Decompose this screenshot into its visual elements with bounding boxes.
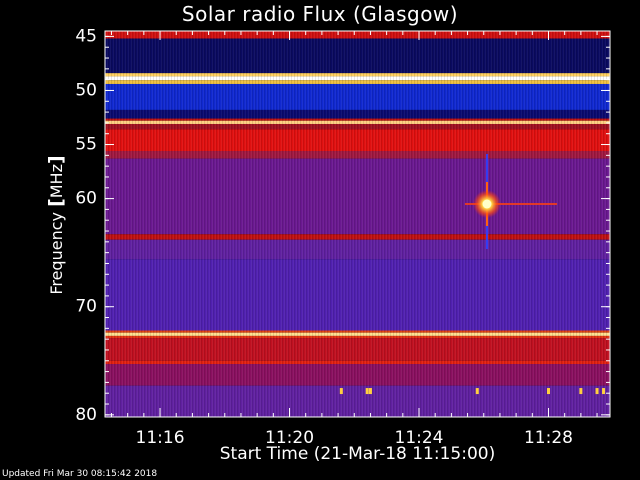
y-axis-unit: MHz [47,164,66,199]
x-tick-label: 11:16 [136,428,185,448]
interference-marker-0 [339,388,343,395]
radio-burst [464,153,557,249]
interference-marker-3 [475,388,479,395]
interference-markers [339,388,606,395]
interference-marker-6 [595,388,599,395]
y-tick-label: 50 [75,80,97,100]
interference-marker-1 [365,388,369,395]
y-tick-label: 80 [75,405,97,425]
burst-point [482,199,492,209]
plot-frame [104,30,611,418]
y-axis-label-text: Frequency [47,212,66,295]
noise-texture [105,31,610,417]
tick-labels: 11:16 11:20 11:24 11:28 45 50 55 60 70 80 [75,26,573,448]
x-tick-label: 11:28 [524,428,573,448]
y-tick-label: 60 [75,189,97,209]
y-tick-label: 70 [75,297,97,317]
y-axis-unit-open: [ [45,198,67,207]
chart-title: Solar radio Flux (Glasgow) [181,2,459,26]
x-tick-label: 11:24 [395,428,444,448]
interference-marker-4 [546,388,550,395]
axis-ticks [105,31,610,417]
x-axis-label: Start Time (21-Mar-18 11:15:00) [219,444,496,464]
updated-timestamp: Updated Fri Mar 30 08:15:42 2018 [2,469,158,479]
y-axis-label: Frequency [MHz] [45,155,67,294]
interference-marker-7 [602,388,606,395]
y-axis-unit-close: ] [45,155,67,165]
x-tick-label: 11:20 [265,428,314,448]
y-tick-label: 55 [75,135,97,155]
interference-marker-5 [579,388,583,395]
y-tick-label: 45 [75,26,97,46]
interference-marker-2 [368,388,372,395]
